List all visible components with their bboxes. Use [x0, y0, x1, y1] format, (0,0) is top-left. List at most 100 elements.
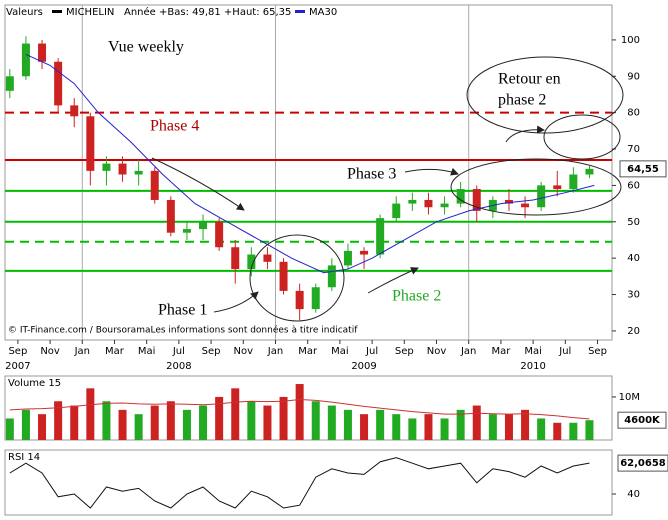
volume-bar	[488, 414, 497, 440]
annotation: Phase 3	[347, 166, 396, 183]
y-tick-label: 50	[627, 217, 640, 228]
x-tick-label: Jan	[74, 346, 90, 357]
candle-body	[215, 221, 224, 248]
x-tick-label: Sep	[395, 346, 414, 357]
x-tick-label: Jul	[365, 346, 378, 357]
y-tick-label: 90	[627, 71, 640, 82]
candle-body	[231, 247, 240, 270]
candle-body	[553, 185, 562, 190]
annotation: Vue weekly	[108, 39, 184, 56]
year-label: 2008	[166, 361, 191, 372]
candle-body	[585, 168, 594, 175]
x-tick-label: Mar	[105, 346, 125, 357]
x-tick-label: Mar	[491, 346, 511, 357]
volume-bar	[150, 405, 159, 440]
y-tick-label: 30	[627, 290, 640, 301]
candle-body	[102, 163, 111, 171]
volume-bar	[360, 414, 369, 440]
volume-bar	[263, 405, 272, 440]
volume-bar	[311, 401, 320, 440]
volume-bar	[247, 401, 256, 440]
volume-bar	[279, 396, 288, 440]
candle-body	[424, 199, 433, 208]
volume-bar	[215, 396, 224, 440]
candle-body	[360, 250, 369, 255]
y-tick-label: 80	[627, 108, 640, 119]
volume-bar	[537, 418, 546, 440]
candle-body	[521, 203, 530, 208]
volume-bar	[392, 414, 401, 440]
y-tick-label: 60	[627, 180, 640, 191]
candle-body	[343, 250, 352, 266]
annotation: Retour en	[498, 71, 561, 88]
last-box	[617, 454, 668, 472]
x-tick-label: Sep	[8, 346, 27, 357]
legend-entry: MA30	[309, 7, 337, 18]
candle-body	[569, 174, 578, 190]
candle-body	[70, 105, 79, 117]
x-tick-label: Mar	[298, 346, 318, 357]
candle-body	[21, 43, 30, 77]
candle-body	[134, 170, 143, 175]
volume-bar	[38, 414, 47, 440]
stock-name: MICHELIN	[66, 7, 114, 18]
year-label: 2010	[520, 361, 545, 372]
x-tick-label: Jan	[267, 346, 283, 357]
x-tick-label: Jan	[460, 346, 476, 357]
volume-bar	[440, 418, 449, 440]
volume-bar	[553, 422, 562, 440]
volume-bar	[199, 405, 208, 440]
candle-body	[440, 203, 449, 208]
volume-bar	[21, 409, 30, 440]
volume-bar	[102, 401, 111, 440]
candle-body	[279, 261, 288, 291]
candle-body	[311, 287, 320, 310]
volume-bar	[472, 405, 481, 440]
candle-body	[86, 116, 95, 171]
volume-bar	[343, 409, 352, 440]
candle-body	[182, 229, 191, 233]
candle-body	[504, 199, 513, 204]
candle-body	[376, 218, 385, 255]
legend-swatch	[52, 10, 62, 13]
candle-body	[263, 254, 272, 262]
last-box	[617, 411, 667, 429]
x-tick-label: Mai	[331, 346, 349, 357]
candle-body	[38, 43, 47, 62]
volume-bar	[134, 414, 143, 440]
volume-bar	[327, 405, 336, 440]
last-label: 64,55	[627, 164, 659, 175]
x-tick-label: Nov	[234, 346, 254, 357]
candle-body	[408, 199, 417, 204]
legend-swatch	[295, 10, 305, 13]
x-tick-label: Jul	[558, 346, 571, 357]
y-tick-label: 40	[627, 253, 640, 264]
volume-bar	[86, 388, 95, 440]
plot: 20 30 40 50 60 70 80 90 100 Sep Nov Jan Mar Mai Jul Sep…	[5, 5, 668, 509]
volume-bar	[166, 401, 175, 440]
y-tick-label: 100	[621, 35, 640, 46]
candle-body	[456, 189, 465, 204]
header: Valeurs	[6, 7, 43, 18]
volume-bar	[70, 405, 79, 440]
footer: © IT-Finance.com / BoursoramaLes informa…	[8, 325, 358, 336]
volume-bar	[295, 384, 304, 440]
volume-bar	[54, 401, 63, 440]
candle-body	[472, 189, 481, 211]
y-tick-label: 20	[627, 326, 640, 337]
x-tick-label: Mai	[524, 346, 542, 357]
y-tick-label: 10M	[619, 392, 640, 403]
last-label: 62,0658	[620, 458, 666, 469]
last-box	[619, 160, 667, 178]
candle-body	[54, 61, 63, 106]
candle-body	[150, 170, 159, 200]
volume-bar	[5, 418, 14, 440]
y-tick-label: 40	[627, 489, 640, 500]
candle-body	[199, 221, 208, 230]
panel-title: Volume 15	[8, 378, 61, 389]
subtitle: Année +Bas: 49,81 +Haut: 65,35	[124, 6, 291, 18]
volume-bar	[118, 409, 127, 440]
annotation: phase 2	[498, 92, 546, 109]
